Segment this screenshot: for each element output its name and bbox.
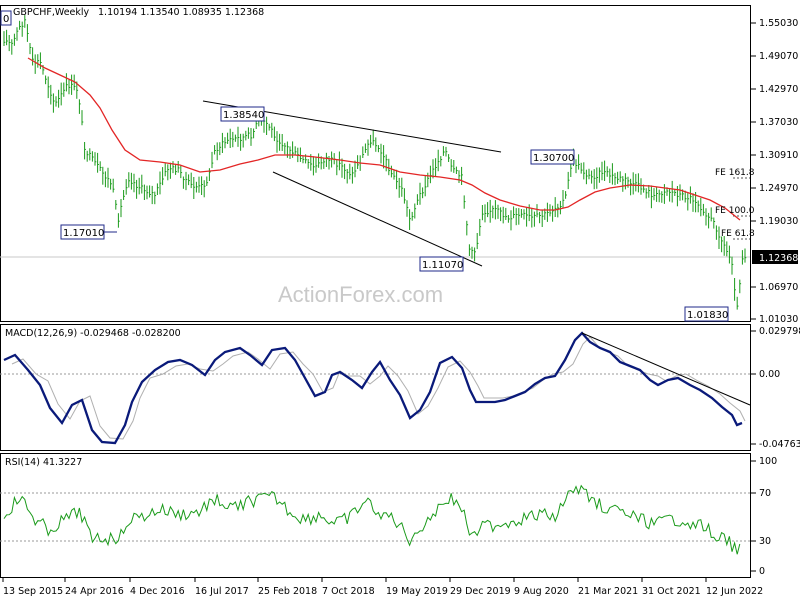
moving-average-line	[27, 57, 741, 221]
rsi-panel	[0, 453, 751, 578]
x-tick-label: 9 Aug 2020	[514, 586, 569, 597]
rsi-tick-70: 70	[759, 488, 771, 499]
price-tick-2: 1.49070	[759, 51, 798, 62]
x-tick-label: 19 May 2019	[386, 586, 448, 597]
price-tick-7: 1.19030	[759, 216, 798, 227]
price-tick-1: 1.55030	[759, 18, 798, 29]
rsi-title: RSI(14) 41.3227	[5, 457, 82, 468]
x-tick-label: 4 Dec 2016	[130, 586, 185, 597]
price-tick-10: 1.01030	[759, 314, 798, 325]
label-low-2: 1.11070	[419, 256, 464, 272]
macd-tick-1: 0.029798	[759, 326, 800, 337]
x-tick-label: 7 Oct 2018	[322, 586, 375, 597]
label-high-1: 1.38540	[220, 106, 265, 122]
label-low-2-text: 1.11070	[422, 260, 463, 271]
channel-lower-trendline	[272, 171, 483, 267]
label-top: 0	[0, 10, 12, 26]
price-bars	[3, 15, 747, 310]
price-tick-4: 1.37030	[759, 117, 798, 128]
x-tick-label: 25 Feb 2018	[258, 586, 317, 597]
macd-tick-2: 0.00	[759, 369, 780, 380]
fe-1618-label: FE 161.8	[715, 168, 755, 178]
rsi-tick-30: 30	[759, 536, 771, 547]
label-low-3: 1.01830	[684, 306, 729, 322]
x-tick-label: 13 Sep 2015	[3, 586, 63, 597]
macd-line	[3, 331, 743, 445]
label-low-1: 1.17010	[60, 224, 117, 240]
x-tick-label: 21 Mar 2021	[578, 586, 638, 597]
x-tick-label: 24 Apr 2016	[65, 586, 124, 597]
macd-panel	[0, 324, 751, 451]
label-top-text: 0	[3, 14, 9, 25]
rsi-tick-0: 0	[759, 566, 765, 577]
label-high-1-text: 1.38540	[223, 110, 264, 121]
watermark: ActionForex.com	[278, 282, 443, 307]
x-axis: 13 Sep 2015 24 Apr 2016 4 Dec 2016 16 Jul 2…	[2, 578, 763, 597]
fe-1000-label: FE 100.0	[715, 206, 755, 216]
price-tick-3: 1.42970	[759, 84, 798, 95]
price-tick-6: 1.24970	[759, 183, 798, 194]
price-panel	[0, 5, 751, 322]
rsi-line	[3, 484, 741, 555]
macd-trendline	[581, 332, 751, 406]
current-price-marker	[752, 250, 798, 264]
price-header-symbol: GBPCHF,Weekly	[13, 7, 90, 18]
rsi-tick-100: 100	[759, 456, 777, 467]
price-tick-5: 1.30910	[759, 150, 798, 161]
macd-signal-line	[11, 336, 746, 440]
rsi-y-axis: 100 70 30 0	[751, 456, 777, 577]
x-tick-label: 31 Oct 2021	[642, 586, 701, 597]
macd-y-axis: 0.029798 0.00 -0.047637	[751, 326, 800, 450]
price-tick-9: 1.06970	[759, 282, 798, 293]
macd-tick-3: -0.047637	[759, 439, 800, 450]
label-low-3-text: 1.01830	[687, 310, 728, 321]
macd-title: MACD(12,26,9) -0.029468 -0.028200	[5, 328, 181, 339]
label-high-2-text: 1.30700	[533, 153, 574, 164]
current-price-text: 1.12368	[759, 253, 798, 264]
label-low-1-text: 1.17010	[63, 228, 104, 239]
label-high-2: 1.30700	[530, 149, 575, 165]
price-y-axis: 1.55030 1.49070 1.42970 1.37030 1.30910 …	[751, 18, 798, 325]
fe-618-label: FE 61.8	[721, 229, 755, 239]
x-tick-label: 16 Jul 2017	[195, 586, 249, 597]
price-header-ohlc: 1.10194 1.13540 1.08935 1.12368	[98, 7, 264, 18]
x-tick-label: 29 Dec 2019	[450, 586, 511, 597]
x-tick-label: 12 Jun 2022	[706, 586, 763, 597]
